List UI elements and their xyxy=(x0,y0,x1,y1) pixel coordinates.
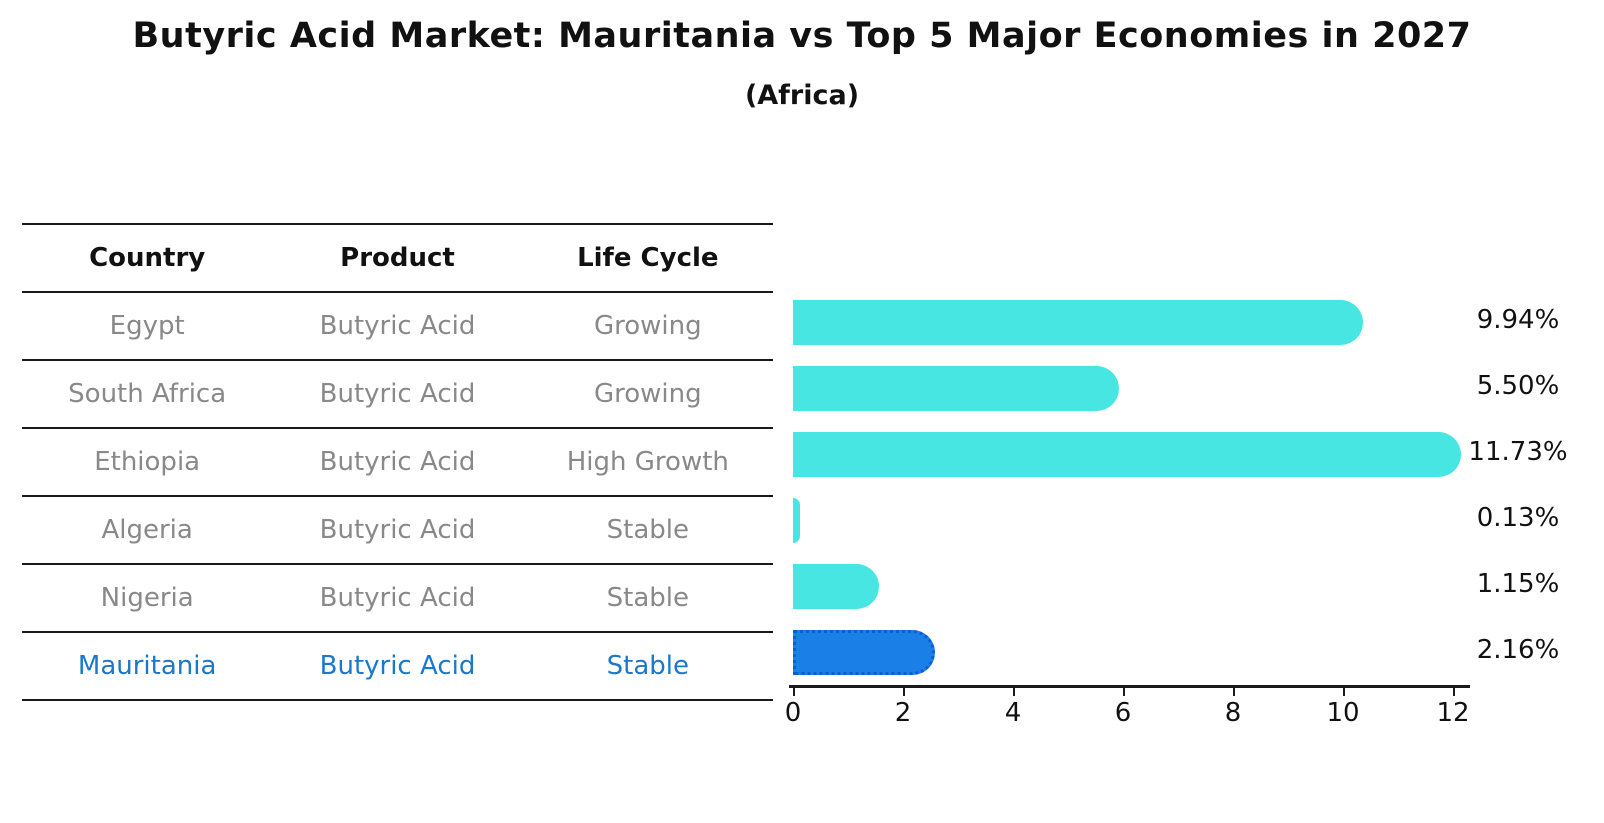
country-cell: Algeria xyxy=(101,515,193,545)
product-cell: Butyric Acid xyxy=(319,447,476,477)
x-axis-tick-label: 2 xyxy=(894,698,912,728)
x-axis-tick xyxy=(793,687,795,696)
x-axis-tick-label: 4 xyxy=(1004,698,1022,728)
bar-nigeria xyxy=(793,563,880,609)
table-row-algeria: Algeria Butyric Acid Stable xyxy=(22,497,773,565)
product-cell: Butyric Acid xyxy=(319,515,476,545)
lifecycle-cell: Growing xyxy=(593,311,702,341)
product-cell: Butyric Acid xyxy=(319,651,476,681)
value-label-algeria: 0.13% xyxy=(1476,503,1560,533)
bar-mauritania xyxy=(793,629,935,675)
table-row-south-africa: South Africa Butyric Acid Growing xyxy=(22,361,773,429)
lifecycle-cell: Stable xyxy=(606,583,689,613)
table-header-country: Country xyxy=(89,243,206,273)
table-row-nigeria: Nigeria Butyric Acid Stable xyxy=(22,565,773,633)
table-row-ethiopia: Ethiopia Butyric Acid High Growth xyxy=(22,429,773,497)
chart-title: Butyric Acid Market: Mauritania vs Top 5… xyxy=(132,16,1472,56)
product-cell: Butyric Acid xyxy=(319,311,476,341)
table-row-egypt: Egypt Butyric Acid Growing xyxy=(22,293,773,361)
x-axis-tick xyxy=(1343,687,1345,696)
x-axis-tick xyxy=(903,687,905,696)
x-axis-tick-label: 10 xyxy=(1326,698,1360,728)
value-label-south-africa: 5.50% xyxy=(1476,371,1560,401)
country-cell: Ethiopia xyxy=(94,447,201,477)
table-header-row: Country Product Life Cycle xyxy=(22,223,773,293)
value-label-mauritania: 2.16% xyxy=(1476,635,1560,665)
lifecycle-cell: Stable xyxy=(606,515,689,545)
country-table: Country Product Life Cycle Egypt Butyric … xyxy=(22,223,773,701)
x-axis-tick-label: 0 xyxy=(784,698,802,728)
bar-ethiopia xyxy=(793,431,1462,477)
country-cell: Egypt xyxy=(109,311,185,341)
value-label-ethiopia: 11.73% xyxy=(1468,437,1568,467)
country-cell: South Africa xyxy=(68,379,227,409)
lifecycle-cell: Growing xyxy=(593,379,702,409)
x-axis-tick-label: 8 xyxy=(1224,698,1242,728)
x-axis-tick xyxy=(1123,687,1125,696)
product-cell: Butyric Acid xyxy=(319,379,476,409)
table-header-lifecycle: Life Cycle xyxy=(577,243,719,273)
x-axis-tick xyxy=(1233,687,1235,696)
lifecycle-cell: High Growth xyxy=(566,447,729,477)
x-axis-tick xyxy=(1453,687,1455,696)
product-cell: Butyric Acid xyxy=(319,583,476,613)
value-label-egypt: 9.94% xyxy=(1476,305,1560,335)
value-label-nigeria: 1.15% xyxy=(1476,569,1560,599)
country-cell: Mauritania xyxy=(77,651,217,681)
bar-egypt xyxy=(793,299,1363,345)
country-cell: Nigeria xyxy=(100,583,194,613)
x-axis-tick-label: 6 xyxy=(1114,698,1132,728)
bar-algeria xyxy=(793,497,801,543)
x-axis-tick xyxy=(1013,687,1015,696)
x-axis-tick-label: 12 xyxy=(1436,698,1470,728)
table-header-product: Product xyxy=(340,243,455,273)
bar-south-africa xyxy=(793,365,1119,411)
chart-subtitle: (Africa) xyxy=(744,80,860,111)
table-row-mauritania: Mauritania Butyric Acid Stable xyxy=(22,633,773,701)
lifecycle-cell: Stable xyxy=(606,651,689,681)
x-axis xyxy=(789,685,1470,688)
